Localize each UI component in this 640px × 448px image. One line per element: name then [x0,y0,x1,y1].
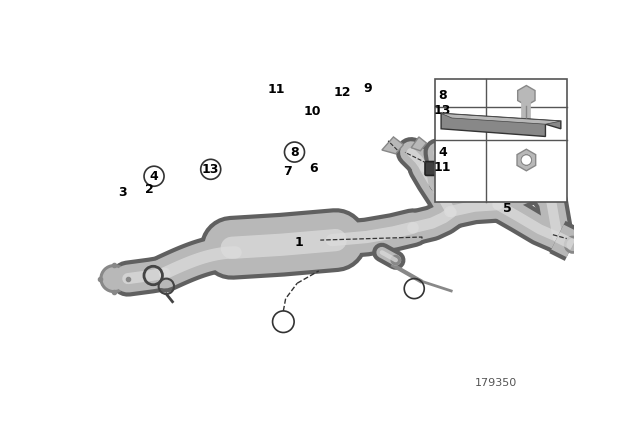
Text: 179350: 179350 [474,378,516,388]
Text: 1: 1 [295,236,304,249]
Text: 9: 9 [363,82,372,95]
Polygon shape [411,137,427,151]
Circle shape [565,237,580,252]
Text: 4: 4 [438,146,447,159]
Polygon shape [382,137,403,154]
FancyBboxPatch shape [425,162,442,176]
Circle shape [103,268,125,289]
Text: 13: 13 [202,163,220,176]
Text: 7: 7 [284,164,292,177]
Text: 5: 5 [504,202,512,215]
Text: 13: 13 [434,104,451,117]
Polygon shape [517,149,536,171]
Text: 11: 11 [268,83,285,96]
Polygon shape [518,86,535,106]
Text: 11: 11 [434,161,451,174]
Polygon shape [441,113,561,124]
Text: 6: 6 [309,162,317,175]
Text: 10: 10 [303,105,321,118]
Text: 8: 8 [438,89,447,102]
Text: 3: 3 [118,186,126,199]
Circle shape [391,255,401,265]
Polygon shape [441,113,561,137]
Text: 8: 8 [290,146,299,159]
Text: 4: 4 [150,170,159,183]
Circle shape [100,265,128,293]
Bar [435,78,567,202]
Circle shape [521,155,532,165]
Text: 12: 12 [334,86,351,99]
Text: 2: 2 [145,183,154,196]
